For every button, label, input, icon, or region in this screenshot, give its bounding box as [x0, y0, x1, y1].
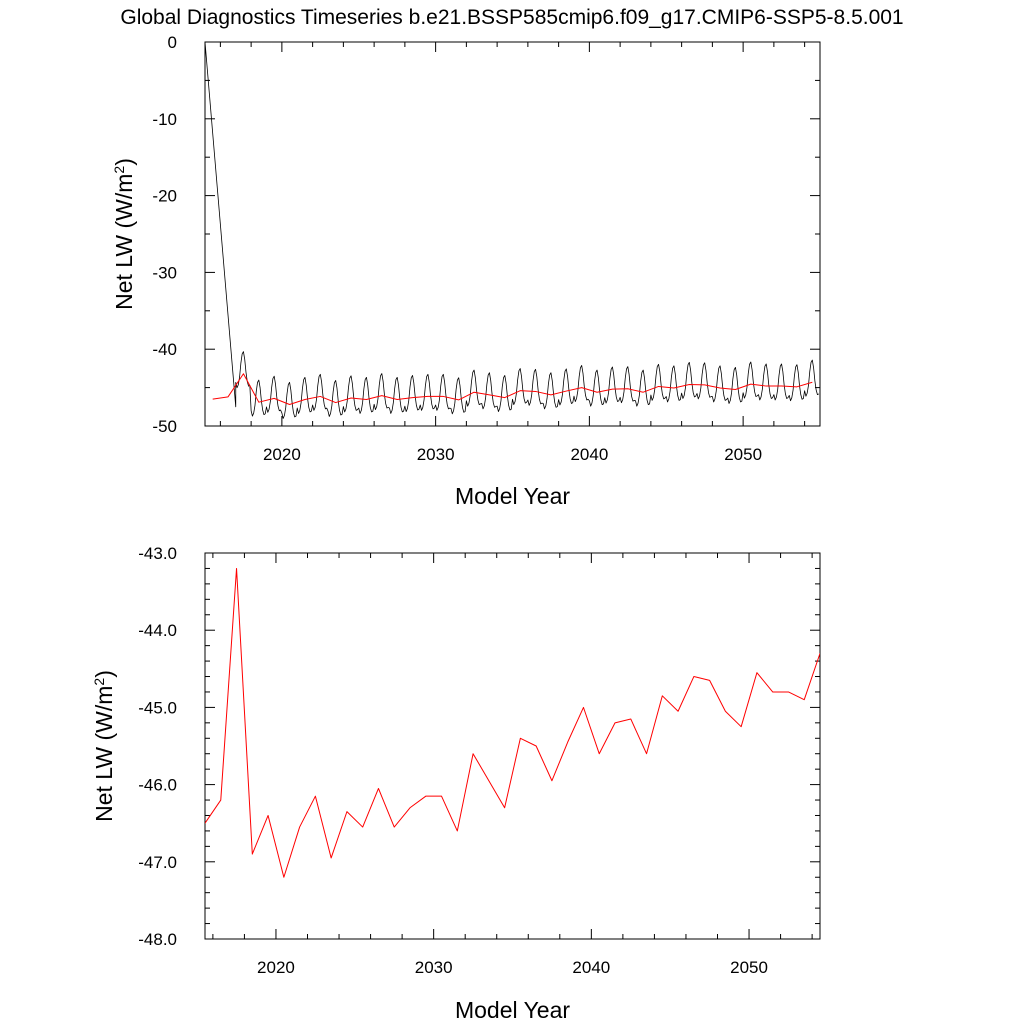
y-tick-label: -50 [152, 417, 177, 436]
y-tick-label: -46.0 [138, 776, 177, 795]
x-tick-label: 2050 [730, 958, 768, 977]
x-tick-label: 2020 [263, 445, 301, 464]
y-axis-title-text: Net LW (W/m [111, 174, 137, 310]
plot-frame [204, 41, 821, 427]
annual-series-line [212, 373, 813, 405]
x-tick-label: 2040 [570, 445, 608, 464]
y-axis-title-close: ) [91, 670, 117, 678]
x-tick-label: 2050 [724, 445, 762, 464]
y-tick-label: -44.0 [138, 621, 177, 640]
y-axis-title-superscript: 2 [91, 678, 107, 686]
y-axis-title-close: ) [111, 158, 137, 166]
x-tick-label: 2030 [417, 445, 455, 464]
x-axis-title: Model Year [455, 997, 570, 1023]
x-tick-label: 2030 [415, 958, 453, 977]
plot-area [205, 567, 820, 878]
y-tick-label: -48.0 [138, 930, 177, 949]
bottom-chart-panel: 2020 2030 2040 2050 -43.0 -44.0 -45.0 -46.0 -47.… [91, 544, 821, 1023]
y-axis-title: Net LW (W/m2) [91, 670, 117, 822]
x-tick-label: 2040 [572, 958, 610, 977]
plot-area [205, 42, 819, 419]
y-tick-label: -40 [152, 340, 177, 359]
monthly-series-line [205, 42, 819, 419]
annual-series-line [205, 567, 820, 878]
y-axis-title-text: Net LW (W/m [91, 686, 117, 822]
y-tick-label: -43.0 [138, 544, 177, 563]
y-axis-title-superscript: 2 [111, 166, 127, 174]
y-tick-label: 0 [168, 33, 177, 52]
y-tick-label: -10 [152, 110, 177, 129]
x-tick-label: 2020 [257, 958, 295, 977]
y-axis-title: Net LW (W/m2) [111, 158, 137, 310]
y-tick-label: -45.0 [138, 698, 177, 717]
x-axis-title: Model Year [455, 483, 570, 509]
y-tick-label: -20 [152, 187, 177, 206]
top-chart-panel: 2020 2030 2040 2050 0 -10 -20 -30 -40 -50 Model Ye… [111, 33, 821, 509]
plot-frame [204, 552, 821, 940]
figure-title: Global Diagnostics Timeseries b.e21.BSSP… [120, 6, 903, 29]
y-tick-label: -30 [152, 263, 177, 282]
y-tick-label: -47.0 [138, 853, 177, 872]
